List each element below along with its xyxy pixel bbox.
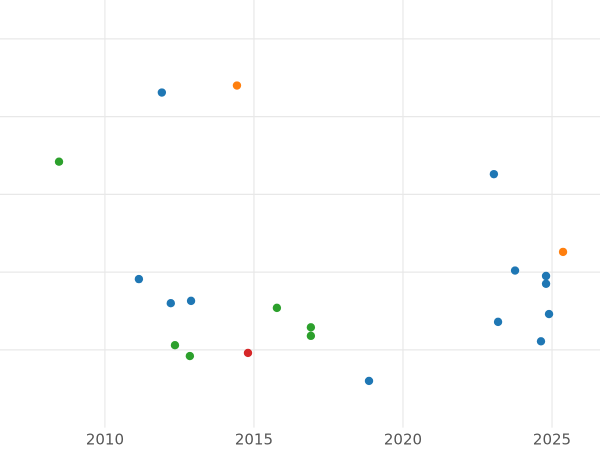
point	[186, 296, 196, 306]
point	[170, 340, 180, 350]
point	[243, 348, 253, 358]
point	[541, 279, 551, 288]
point	[489, 169, 499, 179]
point	[134, 274, 144, 284]
x-tick-label: 2010	[86, 431, 124, 449]
x-tick-label: 2025	[533, 431, 571, 449]
point	[157, 88, 167, 97]
point	[558, 247, 568, 257]
x-tick-label: 2020	[384, 431, 422, 449]
point	[544, 309, 554, 319]
point	[166, 299, 175, 308]
point	[54, 157, 64, 166]
point	[510, 266, 520, 275]
point	[493, 317, 503, 327]
point	[272, 303, 282, 313]
point	[364, 376, 374, 386]
point	[306, 323, 316, 332]
point	[536, 337, 546, 346]
point	[232, 81, 242, 90]
point	[541, 271, 551, 281]
x-tick-label: 2015	[235, 431, 273, 449]
point	[185, 351, 195, 361]
point	[306, 331, 316, 341]
